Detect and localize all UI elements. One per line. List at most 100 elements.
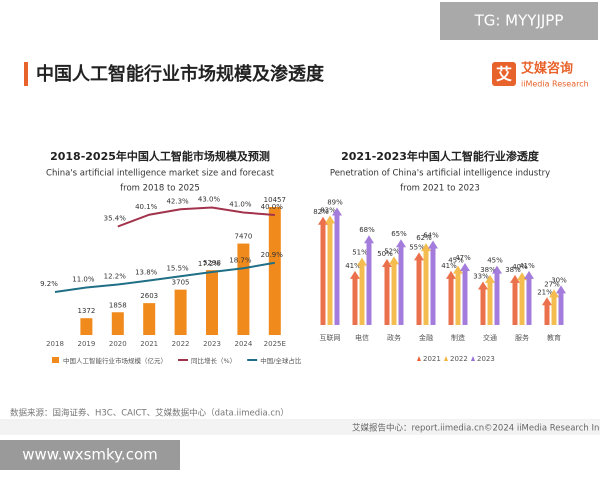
- bar: [485, 274, 495, 325]
- x-tick-label: 交通: [483, 333, 497, 342]
- x-tick-label: 教育: [547, 333, 561, 342]
- bar-value-label: 21%: [537, 288, 553, 296]
- title-accent: [24, 62, 28, 86]
- logo-box: [492, 62, 516, 86]
- bar: [524, 270, 534, 325]
- x-tick-label: 电信: [355, 333, 369, 342]
- x-tick-label: 2023: [203, 340, 221, 348]
- line-value-label: 15.5%: [166, 264, 189, 272]
- footer-bar: [0, 421, 600, 435]
- logo-sub: iiMedia Research: [521, 80, 589, 89]
- x-tick-label: 制造: [451, 333, 465, 342]
- legend-swatch: [417, 356, 421, 361]
- line-value-label: 40.1%: [135, 203, 158, 211]
- bar: [556, 285, 566, 325]
- legend-label: 同比增长（%）: [191, 356, 236, 365]
- bar-value-label: 62%: [416, 234, 432, 242]
- line-value-label: 42.3%: [166, 197, 189, 205]
- bar: [111, 312, 124, 335]
- bar: [174, 289, 187, 335]
- line: [117, 206, 275, 228]
- line-value-label: 11.0%: [72, 276, 95, 284]
- logo-name: 艾媒咨询: [521, 61, 573, 77]
- line-value-label: 43.0%: [198, 196, 221, 204]
- chart-title: 2021-2023年中国人工智能行业渗透度: [341, 149, 540, 163]
- bar: [80, 318, 93, 335]
- logo-icon: 艾: [496, 65, 512, 84]
- x-tick-label: 金融: [419, 333, 433, 342]
- x-tick-label: 2018: [46, 340, 64, 348]
- bar-value-label: 55%: [409, 243, 425, 251]
- legend-label: 2021: [423, 355, 441, 363]
- x-tick-label: 2021: [140, 340, 158, 348]
- bar-value-label: 27%: [544, 280, 560, 288]
- x-tick-label: 政务: [387, 333, 401, 342]
- legend-swatch: [444, 356, 448, 361]
- bar-value-label: 65%: [391, 230, 407, 238]
- bar-value-label: 2603: [140, 292, 158, 300]
- bar: [143, 303, 156, 335]
- legend-swatch: [52, 357, 59, 363]
- line-value-label: 12.2%: [104, 273, 127, 281]
- bar: [364, 235, 374, 325]
- x-tick-label: 服务: [515, 333, 529, 342]
- bar-value-label: 3705: [172, 279, 190, 287]
- bar: [268, 207, 281, 335]
- bar: [421, 243, 431, 325]
- bar: [389, 256, 399, 325]
- x-tick-label: 2024: [234, 340, 252, 348]
- legend-label: 中国人工智能行业市场规模（亿元）: [63, 356, 167, 365]
- bar: [206, 270, 218, 335]
- footer-copyright: ©2024 iiMedia Research Inc: [484, 424, 600, 434]
- bar: [382, 259, 392, 325]
- x-tick-label: 2025E: [264, 340, 286, 348]
- watermark-box: [440, 2, 598, 40]
- chart-subtitle: from 2018 to 2025: [120, 184, 200, 194]
- bar-value-label: 41%: [441, 262, 457, 270]
- bar: [542, 297, 552, 325]
- source-note: 数据来源：国海证券、H3C、CAICT、艾媒数据中心（data.iimedia.…: [10, 408, 289, 419]
- bar-value-label: 52%: [384, 247, 400, 255]
- legend-swatch: [471, 356, 475, 361]
- bar: [357, 257, 367, 325]
- bar: [325, 215, 335, 325]
- line-value-label: 40.0%: [261, 203, 284, 211]
- bar-value-label: 64%: [423, 232, 439, 240]
- bar: [478, 281, 488, 325]
- watermark-text: TG: MYYJJPP: [474, 12, 564, 30]
- bar-value-label: 33%: [473, 272, 489, 280]
- legend-label: 中国/全球占比: [260, 356, 302, 365]
- bar: [460, 262, 470, 325]
- bar: [396, 239, 406, 325]
- legend-label: 2023: [477, 355, 495, 363]
- line-value-label: 41.0%: [229, 201, 252, 209]
- bar: [237, 243, 250, 335]
- bar: [510, 274, 520, 325]
- chart-title: 2018-2025年中国人工智能市场规模及预测: [50, 149, 270, 163]
- line-value-label: 13.8%: [135, 269, 158, 277]
- chart-subtitle: from 2021 to 2023: [400, 184, 480, 194]
- x-tick-label: 2019: [77, 340, 95, 348]
- line: [54, 261, 275, 293]
- bar-value-label: 41%: [345, 262, 361, 270]
- x-tick-label: 2020: [109, 340, 127, 348]
- bar-value-label: 83%: [320, 206, 336, 214]
- bar-value-label: 45%: [487, 257, 503, 265]
- bar-value-label: 47%: [455, 254, 471, 262]
- line-value-label: 35.4%: [104, 215, 127, 223]
- bar-value-label: 7470: [234, 233, 252, 241]
- bar-value-label: 1858: [109, 301, 127, 309]
- bar-value-label: 51%: [352, 249, 368, 257]
- line-value-label: 17.2%: [198, 260, 221, 268]
- bar: [492, 265, 502, 325]
- bar-value-label: 82%: [313, 208, 329, 216]
- bar-value-label: 40%: [512, 263, 528, 271]
- bar-value-label: 89%: [327, 199, 343, 207]
- bar: [414, 252, 424, 325]
- legend-label: 2022: [450, 355, 468, 363]
- bar: [428, 240, 438, 325]
- bar: [332, 207, 342, 325]
- bar-value-label: 50%: [377, 250, 393, 258]
